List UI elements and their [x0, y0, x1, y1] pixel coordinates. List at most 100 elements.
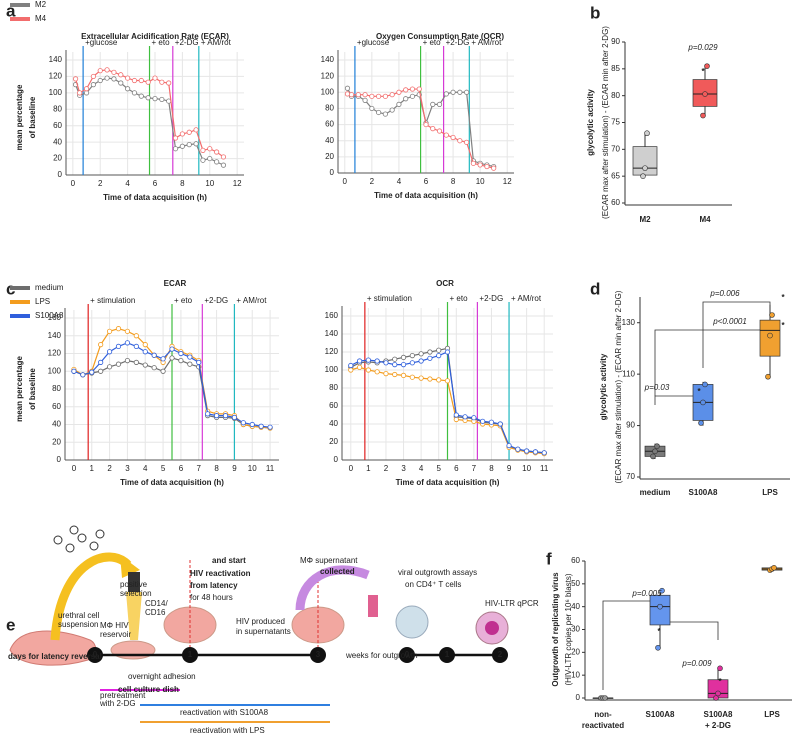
data-point — [444, 349, 451, 355]
data-point — [450, 89, 456, 95]
y-tick-label: 80 — [611, 91, 620, 100]
y-tick-label: 70 — [611, 144, 620, 153]
x-tick-label: 10 — [522, 464, 531, 473]
data-point — [436, 347, 442, 353]
data-point — [702, 91, 708, 97]
data-point — [702, 381, 708, 388]
data-point — [125, 86, 131, 92]
data-point — [172, 135, 179, 141]
data-point — [213, 413, 220, 419]
bracket — [702, 301, 771, 368]
y-tick-label: 40 — [571, 602, 580, 611]
data-point — [97, 77, 103, 84]
data-point — [491, 165, 497, 171]
data-point — [151, 352, 157, 358]
y-axis-label: mean percentage — [15, 84, 24, 150]
data-point — [348, 367, 354, 373]
y-tick-label: 110 — [622, 369, 635, 378]
x-tick-label: 4 — [419, 464, 424, 473]
diagram-text: reactivation with S100A8 — [180, 708, 269, 717]
data-point — [541, 450, 547, 456]
data-point — [106, 328, 113, 334]
annotation: * — [718, 677, 722, 686]
data-point — [409, 352, 415, 359]
data-point — [704, 63, 710, 69]
data-point — [145, 79, 151, 85]
data-point — [471, 415, 477, 421]
data-point — [430, 101, 436, 107]
x-tick-label: 8 — [214, 464, 219, 473]
diagram-text: weeks for outgrowth — [345, 651, 418, 660]
data-point — [152, 96, 158, 102]
data-point — [376, 93, 382, 99]
data-point — [187, 361, 193, 367]
data-point — [115, 326, 122, 332]
cells — [53, 525, 105, 553]
annotation: * — [701, 67, 705, 76]
data-point — [369, 93, 375, 99]
x-tick-label: 7 — [197, 464, 202, 473]
data-point — [396, 101, 402, 107]
data-point — [169, 355, 175, 361]
data-point — [374, 358, 380, 364]
data-point — [133, 333, 139, 339]
annotation: p<0.0001 — [712, 317, 747, 326]
x-tick-label: reactivated — [582, 721, 624, 730]
y-tick-label: 75 — [611, 118, 620, 127]
diagram-text: 1 — [445, 650, 450, 659]
x-tick-label: 11 — [540, 464, 549, 473]
diagram-text: with 2-DG — [99, 699, 136, 708]
y-tick-label: 80 — [329, 383, 338, 392]
x-tick-label: 6 — [454, 464, 459, 473]
data-point — [159, 79, 165, 85]
event-label: + stimulation — [367, 294, 412, 303]
x-tick-label: S100A8 — [704, 710, 733, 719]
y-tick-label: 60 — [52, 402, 61, 411]
event-label: + AM/rot — [471, 38, 502, 47]
diagram-text: in supernatants — [236, 627, 291, 636]
data-point — [98, 368, 104, 374]
data-point — [151, 365, 157, 371]
data-point — [365, 367, 371, 373]
y-tick-label: 60 — [329, 401, 338, 410]
x-tick-label: non- — [594, 710, 612, 719]
timepoints — [87, 647, 508, 663]
data-point — [443, 132, 449, 138]
legend-label: M2 — [35, 0, 47, 9]
y-axis-label: Outgrowth of replicating virus — [551, 572, 560, 687]
data-point — [83, 86, 90, 92]
x-tick-label: LPS — [764, 710, 780, 719]
data-point — [698, 420, 704, 426]
y-tick-label: 30 — [571, 625, 580, 634]
y-tick-label: 90 — [611, 37, 620, 46]
diagram-text: 3 — [316, 650, 321, 659]
data-point — [464, 139, 470, 145]
data-point — [443, 91, 449, 97]
x-tick-label: 6 — [153, 179, 158, 188]
data-point — [104, 67, 110, 73]
y-tick-label: 0 — [57, 455, 62, 464]
x-axis-label: Time of data acquisition (h) — [103, 193, 207, 202]
data-point — [200, 147, 206, 153]
x-tick-label: 8 — [180, 179, 185, 188]
data-point — [423, 121, 429, 128]
x-tick-label: 11 — [266, 464, 275, 473]
data-point — [396, 89, 402, 95]
data-point — [515, 446, 521, 452]
data-point — [436, 128, 443, 134]
data-point — [196, 359, 202, 365]
data-point — [383, 360, 389, 366]
x-tick-label: medium — [640, 488, 671, 497]
data-point — [348, 92, 355, 98]
data-point — [650, 453, 656, 460]
flow-arrow — [295, 565, 370, 611]
y-tick-label: 80 — [52, 384, 61, 393]
data-point — [497, 421, 503, 427]
data-point — [178, 357, 184, 364]
data-point — [389, 92, 395, 98]
x-tick-label: 0 — [72, 464, 77, 473]
data-point — [178, 350, 184, 357]
event-label: +2-DG — [479, 294, 503, 303]
annotation: * — [781, 293, 785, 302]
y-tick-label: 140 — [48, 331, 62, 340]
